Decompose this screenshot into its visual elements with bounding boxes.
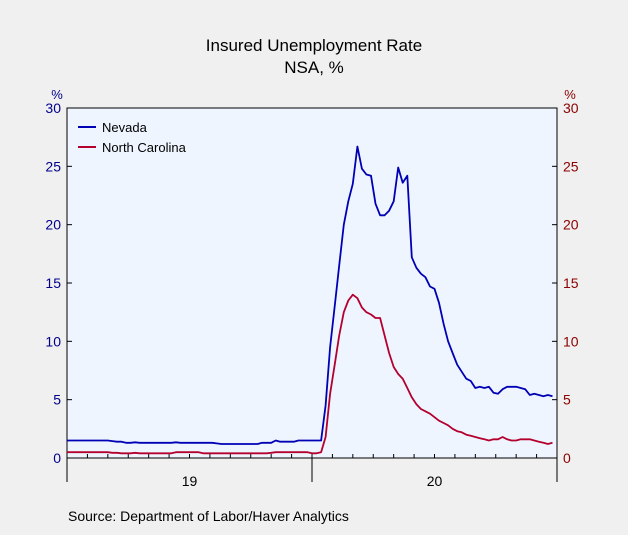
right-tick-label: 30 [563, 100, 579, 116]
left-axis-unit: % [51, 87, 63, 102]
left-tick-label: 15 [45, 275, 61, 291]
series-line-nevada [67, 145, 553, 445]
series-layer [67, 145, 553, 455]
left-tick-label: 5 [53, 392, 61, 408]
right-tick-label: 20 [563, 217, 579, 233]
right-tick-label: 0 [563, 450, 571, 466]
x-axis: 19 20 [66, 454, 558, 489]
plot-area [66, 107, 558, 459]
x-tick-label: 20 [427, 473, 443, 489]
left-tick-label: 10 [45, 333, 61, 349]
left-axis: 0 5 10 15 20 25 30 [45, 100, 72, 466]
legend-label: North Carolina [102, 140, 187, 155]
right-axis: 0 5 10 15 20 25 30 [552, 100, 579, 466]
right-tick-label: 25 [563, 158, 579, 174]
right-axis-unit: % [564, 87, 576, 102]
source-note: Source: Department of Labor/Haver Analyt… [68, 508, 349, 524]
legend: Nevada North Carolina [78, 120, 187, 155]
right-tick-label: 15 [563, 275, 579, 291]
left-tick-label: 20 [45, 217, 61, 233]
left-tick-label: 0 [53, 450, 61, 466]
legend-label: Nevada [102, 120, 148, 135]
x-tick-label: 19 [182, 473, 198, 489]
series-line-north-carolina [67, 293, 553, 455]
left-tick-label: 30 [45, 100, 61, 116]
right-tick-label: 10 [563, 333, 579, 349]
right-tick-label: 5 [563, 392, 571, 408]
chart-subtitle: NSA, % [284, 58, 344, 77]
chart-title: Insured Unemployment Rate [206, 36, 422, 55]
left-tick-label: 25 [45, 158, 61, 174]
